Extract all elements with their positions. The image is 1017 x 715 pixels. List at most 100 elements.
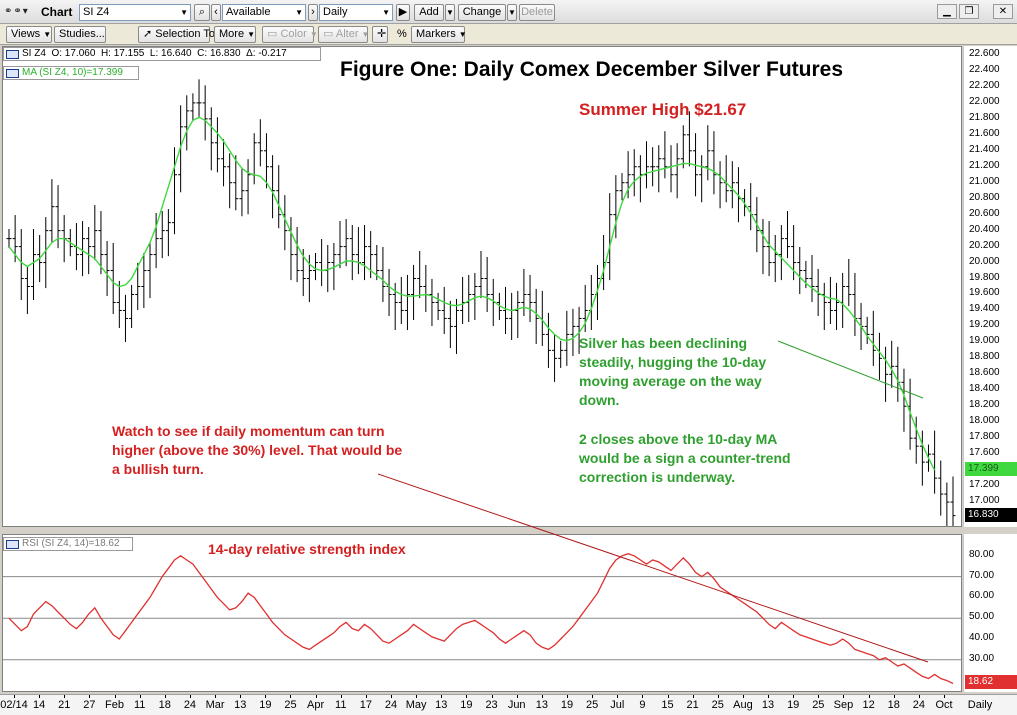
alter-button[interactable]: ▭ Alter ▼ <box>318 26 369 43</box>
date-tick-mark <box>365 695 367 698</box>
rsi-tick-label: 40.00 <box>969 632 995 643</box>
interval-label[interactable]: Daily <box>967 699 993 711</box>
link-icon[interactable]: ⚭⚭▾ <box>4 6 29 17</box>
line-chart-icon <box>6 540 19 549</box>
list-next-button[interactable]: › <box>308 4 318 21</box>
restore-icon: ❐ <box>964 6 974 17</box>
markers-button[interactable]: Markers ▼ <box>411 26 467 43</box>
chart-title: Figure One: Daily Comex December Silver … <box>340 58 843 81</box>
pointer-icon: ➚ <box>143 28 153 40</box>
chevron-down-icon[interactable]: ▼ <box>295 8 303 17</box>
date-tick-mark <box>39 695 41 698</box>
decline-note-line: down. <box>579 392 620 408</box>
date-tick-label: 18 <box>158 699 171 711</box>
studies-button[interactable]: Studies... <box>54 26 106 43</box>
minimize-button[interactable]: ▁ <box>937 4 957 19</box>
legend-low: L: 16.640 <box>149 48 192 59</box>
list-select[interactable]: Available ▼ <box>222 4 306 21</box>
date-tick-mark <box>114 695 116 698</box>
chevron-down-icon[interactable]: ▼ <box>180 8 188 17</box>
window-title: Chart <box>41 5 73 19</box>
chevron-down-icon: ▼ <box>247 30 256 39</box>
percent-toggle[interactable]: % <box>397 28 407 40</box>
price-axis[interactable]: 22.600 22.400 22.200 22.000 21.800 21.600 21.4… <box>963 46 1017 527</box>
date-tick-mark <box>893 695 895 698</box>
price-legend[interactable]: SI Z4 O: 17.060 H: 17.155 L: 16.640 C: 1… <box>3 47 321 61</box>
color-swatch-icon: ▭ <box>267 28 278 40</box>
rsi-tick-label: 80.00 <box>969 548 995 560</box>
price-tick-label: 21.200 <box>969 159 1000 171</box>
list-prev-button[interactable]: ‹ <box>211 4 221 21</box>
symbol-input[interactable]: SI Z4 ▼ <box>79 4 191 21</box>
rsi-axis[interactable]: 80.00 70.00 60.00 50.00 40.00 30.00 18.62 <box>963 534 1017 692</box>
date-axis[interactable]: 02/14 14 21 27 Feb 11 18 24 Mar 13 19 25 Apr 11 17 24 Ma… <box>0 694 1017 715</box>
date-tick-mark <box>742 695 744 698</box>
date-tick-mark <box>89 695 91 698</box>
add-menu-button[interactable]: ▼ <box>445 4 455 21</box>
price-panel[interactable]: SI Z4 O: 17.060 H: 17.155 L: 16.640 C: 1… <box>2 46 962 527</box>
rsi-legend[interactable]: RSI (SI Z4, 14)=18.62 <box>3 537 133 551</box>
close-value-badge: 16.830 <box>965 507 1017 522</box>
search-button[interactable]: ⌕ <box>194 4 210 21</box>
rsi-panel[interactable]: RSI (SI Z4, 14)=18.62 <box>2 534 962 692</box>
price-tick-label: 22.200 <box>969 79 1000 91</box>
date-tick-label: 18 <box>887 699 900 711</box>
price-tick-label: 22.000 <box>969 95 1000 107</box>
rsi-chart[interactable] <box>3 535 961 691</box>
date-tick-mark <box>240 695 242 698</box>
alter-label: Alter <box>335 28 359 40</box>
date-tick-label: Aug <box>733 699 753 711</box>
price-tick-label: 19.000 <box>969 335 1000 347</box>
chevron-down-icon[interactable]: ▼ <box>382 8 390 17</box>
rsi-value-badge: 18.62 <box>965 675 1017 690</box>
price-tick-label: 17.800 <box>969 431 1000 443</box>
more-button[interactable]: More ▼ <box>214 26 256 43</box>
selection-tool-button[interactable]: ➚ Selection Tool ▼ <box>138 26 235 43</box>
momentum-note: Watch to see if daily momentum can turn … <box>112 422 402 479</box>
date-tick-mark <box>592 695 594 698</box>
legend-change: Δ: -0.217 <box>246 48 287 59</box>
price-chart[interactable] <box>3 47 961 526</box>
date-tick-label: 25 <box>711 699 724 711</box>
interval-select[interactable]: Daily ▼ <box>319 4 393 21</box>
search-icon: ⌕ <box>198 6 206 18</box>
more-label: More <box>219 28 245 40</box>
title-bar: ⚭⚭▾ Chart SI Z4 ▼ ⌕ ‹ Available ▼ › Dail… <box>0 0 1017 24</box>
close-button[interactable]: ✕ <box>993 4 1013 19</box>
play-button[interactable]: ▶ <box>396 4 410 21</box>
date-tick-label: 15 <box>661 699 674 711</box>
price-tick-label: 21.000 <box>969 175 1000 187</box>
date-tick-label: 24 <box>183 699 197 711</box>
chevron-down-icon: ▼ <box>446 8 454 17</box>
change-menu-button[interactable]: ▼ <box>507 4 517 21</box>
views-button[interactable]: Views ▼ <box>6 26 52 43</box>
rsi-tick-label: 30.00 <box>969 652 995 664</box>
ma-legend[interactable]: MA (SI Z4, 10)=17.399 <box>3 66 139 80</box>
interval-value: Daily <box>323 6 348 18</box>
price-tick-label: 19.800 <box>969 271 1000 283</box>
date-tick-label: Feb <box>105 699 125 711</box>
color-button[interactable]: ▭ Color ▼ <box>262 26 318 43</box>
date-tick-mark <box>416 695 418 698</box>
date-tick-label: 27 <box>83 699 96 711</box>
price-tick-label: 18.800 <box>969 351 1000 363</box>
date-tick-mark <box>265 695 267 698</box>
add-button[interactable]: Add <box>414 4 444 21</box>
chevron-left-icon: ‹ <box>214 6 218 18</box>
crosshair-button[interactable]: ✛ <box>372 26 388 43</box>
price-tick-label: 18.600 <box>969 367 1000 379</box>
restore-button[interactable]: ❐ <box>959 4 979 19</box>
change-button[interactable]: Change <box>458 4 506 21</box>
chevron-down-icon: ▼ <box>43 30 52 39</box>
date-tick-mark <box>340 695 342 698</box>
date-tick-label: 19 <box>259 699 272 711</box>
date-tick-label: 13 <box>535 699 548 711</box>
green-trendline <box>777 340 924 399</box>
date-tick-label: 25 <box>284 699 297 711</box>
date-tick-mark <box>918 695 920 698</box>
price-tick-label: 18.000 <box>969 415 1000 427</box>
legend-open: O: 17.060 <box>51 48 96 59</box>
date-tick-mark <box>868 695 870 698</box>
momentum-note-line: a bullish turn. <box>112 461 204 477</box>
delete-button[interactable]: Delete <box>519 4 555 21</box>
